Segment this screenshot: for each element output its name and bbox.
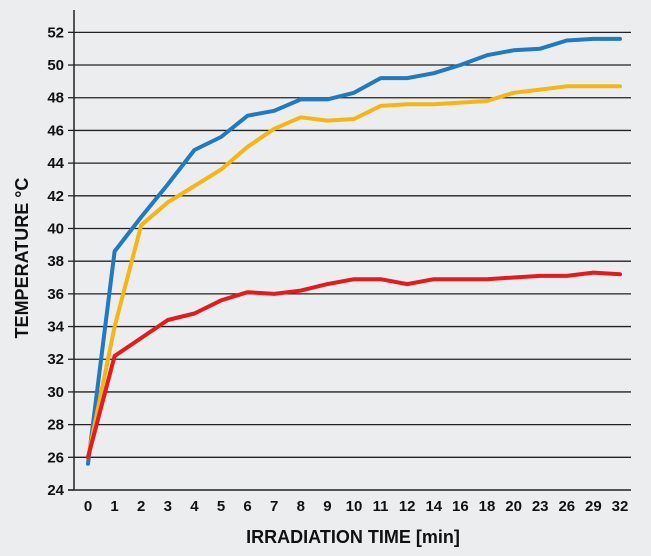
y-tick-label: 50 — [47, 57, 64, 74]
y-axis-title: TEMPERATURE °C — [12, 178, 32, 339]
x-tick-label: 10 — [346, 498, 363, 515]
x-tick-label: 8 — [297, 498, 305, 515]
y-tick-label: 28 — [47, 417, 64, 434]
x-tick-label: 18 — [479, 498, 496, 515]
y-tick-label: 40 — [47, 220, 64, 237]
x-tick-label: 2 — [137, 498, 145, 515]
y-tick-label: 52 — [47, 24, 64, 41]
series-line-3 — [86, 270, 622, 460]
x-tick-labels: 0 1 2 3 4 5 6 7 8 9 10 11 12 14 16 18 20 23 26 29 32 — [84, 498, 629, 515]
gridlines — [74, 31, 631, 458]
y-tick-label: 46 — [47, 122, 64, 139]
y-tick-label: 48 — [47, 90, 64, 107]
x-tick-label: 11 — [373, 498, 389, 515]
x-tick-label: 29 — [585, 498, 602, 515]
y-tick-label: 38 — [47, 253, 64, 270]
x-tick-label: 3 — [164, 498, 172, 515]
x-tick-label: 26 — [558, 498, 575, 515]
y-tick-labels: 24 26 28 30 32 34 36 38 40 42 44 46 48 50 52 — [47, 24, 64, 499]
y-tick-label: 42 — [47, 188, 64, 205]
y-tick-label: 30 — [47, 384, 64, 401]
series-line-2 — [86, 84, 622, 460]
y-tick-label: 44 — [47, 155, 64, 172]
x-tick-label: 9 — [323, 498, 331, 515]
data-series — [86, 36, 622, 466]
x-tick-label: 5 — [217, 498, 225, 515]
x-tick-label: 32 — [612, 498, 629, 515]
y-tick-label: 24 — [47, 482, 64, 499]
x-tick-label: 4 — [190, 498, 199, 515]
x-tick-label: 1 — [110, 498, 118, 515]
y-tick-label: 32 — [47, 351, 64, 368]
axes — [68, 10, 631, 491]
x-tick-label: 23 — [532, 498, 549, 515]
x-tick-label: 20 — [505, 498, 522, 515]
y-tick-label: 36 — [47, 286, 64, 303]
x-tick-label: 0 — [84, 498, 92, 515]
x-tick-label: 12 — [399, 498, 416, 515]
x-tick-label: 16 — [452, 498, 469, 515]
x-tick-label: 6 — [243, 498, 251, 515]
x-tick-label: 14 — [425, 498, 442, 515]
y-tick-label: 26 — [47, 449, 64, 466]
x-tick-label: 7 — [270, 498, 278, 515]
x-axis-title: IRRADIATION TIME [min] — [246, 527, 460, 547]
y-tick-label: 34 — [47, 319, 64, 336]
series-line-1 — [86, 36, 622, 466]
